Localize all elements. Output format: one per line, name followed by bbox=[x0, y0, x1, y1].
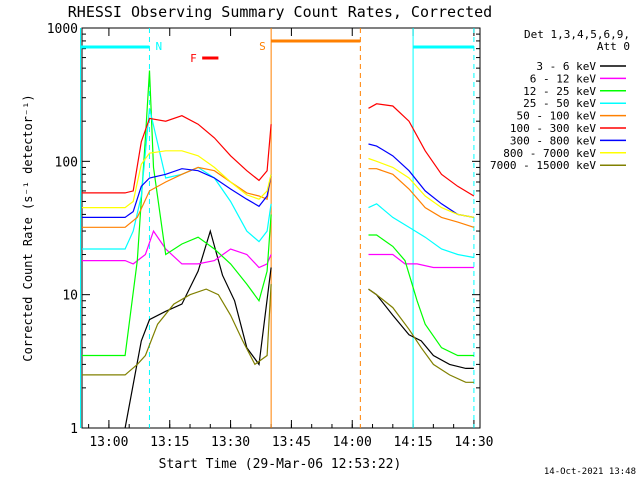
series-line-5-part-1 bbox=[82, 166, 272, 228]
x-tick-label: 14:30 bbox=[454, 435, 493, 450]
night-flag-label: N bbox=[155, 40, 162, 53]
legend-label-4: 25 - 50 keV bbox=[523, 97, 596, 110]
series-line-2-part-1 bbox=[82, 229, 272, 269]
y-tick-label: 1000 bbox=[47, 22, 78, 37]
series-line-4-part-2 bbox=[368, 203, 475, 259]
x-axis-label: Start Time (29-Mar-06 12:53:22) bbox=[159, 457, 402, 472]
series-line-2-part-2 bbox=[368, 253, 474, 269]
series-line-9-part-2 bbox=[368, 288, 474, 383]
legend-label-7: 300 - 800 keV bbox=[510, 134, 596, 147]
legend-header-line-2: Att 0 bbox=[597, 40, 630, 53]
series-line-1-part-1 bbox=[124, 228, 272, 428]
x-tick-label: 13:00 bbox=[89, 435, 128, 450]
legend-header-line-1: Det 1,3,4,5,6,9, bbox=[524, 28, 630, 41]
x-tick-label: 14:00 bbox=[333, 435, 372, 450]
series-line-8-part-1 bbox=[82, 150, 272, 209]
legend-label-8: 800 - 7000 keV bbox=[503, 147, 596, 160]
legend-label-3: 12 - 25 keV bbox=[523, 85, 596, 98]
legend-label-1: 3 - 6 keV bbox=[536, 60, 596, 73]
x-tick-label: 13:30 bbox=[211, 435, 250, 450]
x-tick-label: 13:45 bbox=[272, 435, 311, 450]
y-tick-label: 10 bbox=[62, 289, 78, 304]
saa-flag-label: S bbox=[259, 40, 266, 53]
x-tick-label: 14:15 bbox=[394, 435, 433, 450]
timestamp: 14-Oct-2021 13:48 bbox=[544, 467, 636, 477]
flare-flag-label: F bbox=[190, 52, 197, 65]
x-tick-label: 13:15 bbox=[150, 435, 189, 450]
series-line-7-part-1 bbox=[82, 168, 272, 218]
y-tick-label: 100 bbox=[55, 155, 78, 170]
plot-area: 1 10 100 1000 13:00 13:15 13:30 13:45 14:00 14:15… bbox=[47, 22, 494, 450]
chart-title: RHESSI Observing Summary Count Rates, Co… bbox=[68, 3, 492, 21]
series-line-1-part-2 bbox=[368, 288, 474, 369]
series-line-6-part-1 bbox=[82, 115, 272, 194]
series-line-3-part-2 bbox=[368, 234, 474, 357]
plot-frame bbox=[81, 27, 481, 429]
legend-label-6: 100 - 300 keV bbox=[510, 122, 596, 135]
legend-label-9: 7000 - 15000 keV bbox=[490, 159, 596, 172]
series-line-5-part-2 bbox=[368, 168, 475, 228]
legend-label-2: 6 - 12 keV bbox=[530, 72, 597, 85]
series-line-6-part-2 bbox=[368, 103, 475, 197]
series-line-9-part-1 bbox=[82, 284, 272, 376]
series-line-8-part-2 bbox=[368, 157, 475, 218]
y-axis-label: Corrected Count Rate (s⁻¹ detector⁻¹) bbox=[21, 94, 35, 361]
y-tick-label: 1 bbox=[70, 422, 78, 437]
series-line-3-part-1 bbox=[82, 70, 272, 357]
legend-label-5: 50 - 100 keV bbox=[517, 110, 597, 123]
